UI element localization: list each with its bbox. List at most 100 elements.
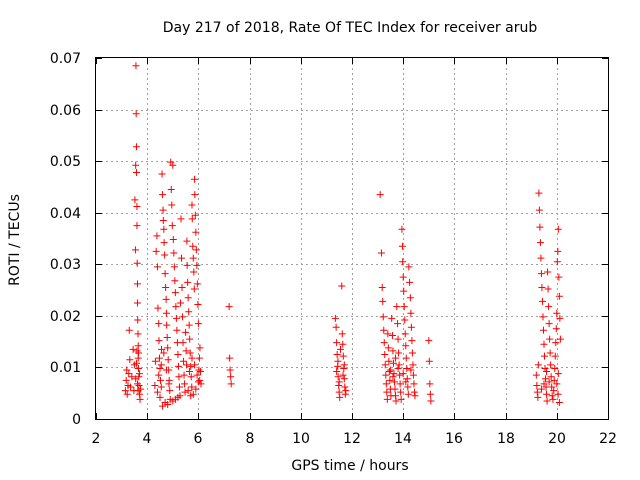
data-point — [153, 388, 161, 396]
data-point — [174, 362, 182, 370]
data-point — [543, 397, 551, 405]
data-point — [157, 361, 165, 369]
data-point — [183, 361, 191, 369]
data-point — [411, 392, 419, 400]
data-point — [225, 303, 233, 311]
data-point — [555, 398, 563, 406]
data-point — [384, 344, 392, 352]
data-point — [133, 203, 141, 211]
data-point — [153, 232, 161, 240]
data-point — [185, 368, 193, 376]
data-point — [180, 371, 188, 379]
data-point — [407, 323, 415, 331]
data-point — [383, 388, 391, 396]
data-point — [342, 387, 350, 395]
chart-title: Day 217 of 2018, Rate Of TEC Index for r… — [163, 20, 538, 36]
data-point — [395, 349, 403, 357]
data-point — [553, 380, 561, 388]
data-point — [539, 326, 547, 334]
data-point — [335, 378, 343, 386]
data-point — [332, 323, 340, 331]
data-point — [378, 283, 386, 291]
data-point — [189, 254, 197, 262]
data-point — [189, 242, 197, 250]
data-point — [402, 354, 410, 362]
x-tick-label: 10 — [292, 431, 310, 447]
data-point — [385, 368, 393, 376]
data-point — [540, 340, 548, 348]
data-point — [552, 325, 560, 333]
data-point — [551, 364, 559, 372]
data-point — [537, 270, 545, 278]
data-point — [396, 380, 404, 388]
data-point — [162, 283, 170, 291]
data-point — [534, 361, 542, 369]
data-point — [192, 385, 200, 393]
data-point — [335, 381, 343, 389]
data-point — [537, 254, 545, 262]
y-tick-label: 0.03 — [50, 257, 81, 273]
data-point — [551, 352, 559, 360]
data-point — [399, 273, 407, 281]
data-point — [534, 393, 542, 401]
data-point — [402, 378, 410, 386]
data-point — [338, 282, 346, 290]
data-point — [227, 380, 235, 388]
data-point — [407, 366, 415, 374]
data-point — [164, 344, 172, 352]
data-point — [160, 239, 168, 247]
data-point — [153, 263, 161, 271]
data-point — [132, 110, 140, 118]
data-point — [339, 340, 347, 348]
data-point — [191, 175, 199, 183]
data-point — [195, 354, 203, 362]
y-tick-label: 0 — [72, 412, 81, 428]
data-point — [134, 364, 142, 372]
data-point — [178, 283, 186, 291]
data-point — [401, 316, 409, 324]
data-point — [395, 361, 403, 369]
data-point — [535, 189, 543, 197]
y-tick-label: 0.01 — [50, 360, 81, 376]
data-point — [136, 370, 144, 378]
data-point — [546, 349, 554, 357]
data-point — [168, 201, 176, 209]
data-point — [341, 383, 349, 391]
data-point — [187, 362, 195, 370]
data-point — [164, 401, 172, 409]
data-point — [166, 387, 174, 395]
data-point — [404, 390, 412, 398]
data-point — [173, 326, 181, 334]
data-point — [169, 236, 177, 244]
data-point — [169, 161, 177, 169]
data-point — [394, 335, 402, 343]
data-point — [394, 320, 402, 328]
y-tick-label: 0.05 — [50, 154, 81, 170]
data-point — [425, 357, 433, 365]
data-point — [194, 320, 202, 328]
grid-layer — [96, 58, 608, 419]
data-point — [381, 351, 389, 359]
data-point — [151, 357, 159, 365]
data-point — [181, 388, 189, 396]
data-point — [134, 330, 142, 338]
data-point — [172, 303, 180, 311]
data-point — [195, 366, 203, 374]
data-point — [333, 368, 341, 376]
data-point — [170, 263, 178, 271]
data-point — [184, 278, 192, 286]
data-point — [397, 395, 405, 403]
data-point — [191, 361, 199, 369]
x-tick-label: 16 — [445, 431, 463, 447]
y-tick-labels: 0 0.01 0.02 0.03 0.04 0.05 0.06 0.07 — [50, 51, 81, 428]
data-point — [151, 381, 159, 389]
data-point — [167, 186, 175, 194]
data-point — [159, 402, 167, 410]
data-point — [182, 328, 190, 336]
data-point — [226, 366, 234, 374]
data-point — [183, 261, 191, 269]
data-point — [546, 335, 554, 343]
data-point — [121, 387, 129, 395]
data-point — [410, 388, 418, 396]
data-point — [162, 366, 170, 374]
